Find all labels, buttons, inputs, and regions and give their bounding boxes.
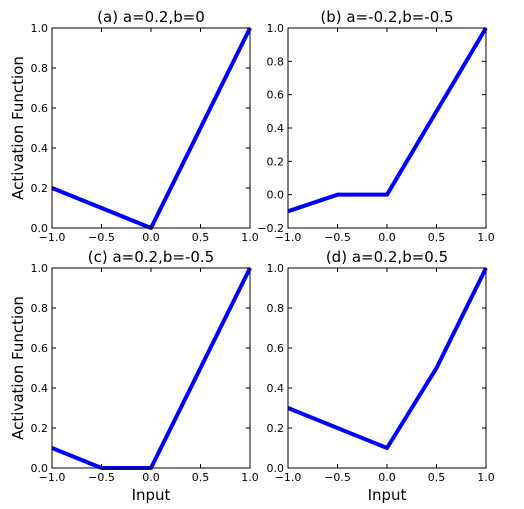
x-tick-label: 0.0 [378,471,396,484]
x-tick-label: 1.0 [477,231,495,244]
y-tick-label: 0.6 [31,342,49,355]
series-line [287,267,488,450]
x-tick-label: −1.0 [39,231,66,244]
x-tick-label: −0.5 [324,471,351,484]
y-tick-label: 0.8 [31,302,49,315]
y-tick-label: 0.4 [31,382,49,395]
y-tick-label: 0.4 [267,122,285,135]
y-tick-label: 0.6 [267,342,285,355]
x-tick-label: −1.0 [275,471,302,484]
y-tick-label: 0.0 [31,462,49,475]
x-tick-label: 1.0 [477,471,495,484]
x-tick-label: 0.0 [378,231,396,244]
panel-a: −1.0 −0.5 0.0 0.5 1.0 0.0 0.2 0.4 0.6 0.8 1.0 (a) a… [31,8,259,244]
series-line [287,26,488,214]
panel-title: (a) a=0.2,b=0 [97,8,205,26]
x-tick-label: −1.0 [275,231,302,244]
x-axis-label-right: Input [368,486,407,504]
y-tick-label: 0.0 [31,222,49,235]
y-tick-label: 0.8 [267,55,285,68]
y-tick-label: 0.8 [31,62,49,75]
y-tick-label: 0.2 [267,155,285,168]
x-tick-label: 0.0 [142,231,160,244]
y-tick-label: 1.0 [267,22,285,35]
y-tick-label: 0.2 [31,182,49,195]
x-tick-label: 1.0 [241,471,259,484]
panel-d: −1.0 −0.5 0.0 0.5 1.0 0.0 0.2 0.4 0.6 0.8 1.0 (d) a… [267,248,495,484]
panel-b: −1.0 −0.5 0.0 0.5 1.0 −0.2 0.0 0.2 0.4 0.6 0.8 1.0 (… [257,8,494,244]
x-tick-label: −1.0 [39,471,66,484]
x-tick-label: 0.5 [428,471,446,484]
x-tick-label: 0.5 [192,471,210,484]
panel-title: (b) a=-0.2,b=-0.5 [320,8,453,26]
series-line [51,267,252,470]
y-axis-label-top: Activation Function [9,56,27,200]
x-tick-label: −0.5 [88,231,115,244]
x-tick-label: −0.5 [88,471,115,484]
y-tick-label: 1.0 [31,262,49,275]
y-tick-label: 0.0 [267,462,285,475]
y-tick-label: 0.6 [31,102,49,115]
panel-c: −1.0 −0.5 0.0 0.5 1.0 0.0 0.2 0.4 0.6 0.8 1.0 (c) a… [31,248,259,484]
x-axis-label-left: Input [132,486,171,504]
x-tick-label: 1.0 [241,231,259,244]
y-tick-label: 0.4 [267,382,285,395]
x-tick-label: 0.5 [428,231,446,244]
y-axis-label-bottom: Activation Function [9,296,27,440]
x-tick-label: −0.5 [324,231,351,244]
y-tick-label: −0.2 [257,222,284,235]
plot-frame [287,27,487,229]
y-tick-label: 0.4 [31,142,49,155]
y-tick-label: 1.0 [267,262,285,275]
y-tick-label: 1.0 [31,22,49,35]
plot-frame [287,267,487,469]
plot-frame [51,267,251,469]
y-tick-label: 0.2 [267,422,285,435]
y-tick-label: 0.6 [267,89,285,102]
x-tick-label: 0.0 [142,471,160,484]
y-tick-label: 0.8 [267,302,285,315]
series-line [51,27,252,230]
panel-title: (c) a=0.2,b=-0.5 [88,248,214,266]
y-tick-label: 0.0 [267,189,285,202]
panel-title: (d) a=0.2,b=0.5 [326,248,448,266]
y-tick-label: 0.2 [31,422,49,435]
x-tick-label: 0.5 [192,231,210,244]
